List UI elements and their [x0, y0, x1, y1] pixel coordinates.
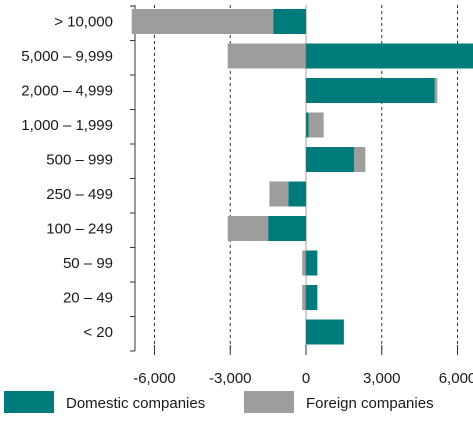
- legend-swatch-foreign: [244, 391, 294, 413]
- bar-foreign: [302, 250, 306, 276]
- category-label: 1,000 – 1,999: [21, 117, 113, 134]
- bar-domestic: [306, 319, 344, 345]
- x-tick-label: -3,000: [209, 370, 252, 387]
- category-label: 2,000 – 4,999: [21, 83, 113, 100]
- bar-domestic: [306, 78, 435, 103]
- x-tick-label: 3,000: [363, 370, 401, 387]
- bar-foreign: [269, 181, 289, 207]
- legend-label-domestic: Domestic companies: [66, 395, 205, 412]
- category-label: 20 – 49: [63, 290, 113, 307]
- bar-domestic: [268, 216, 306, 241]
- bar-domestic: [306, 285, 318, 310]
- bar-foreign: [131, 9, 274, 34]
- category-label: 5,000 – 9,999: [21, 48, 113, 65]
- category-label: 50 – 99: [63, 255, 113, 272]
- bar-domestic: [306, 43, 473, 69]
- bar-foreign: [308, 112, 324, 138]
- bar-domestic: [288, 181, 306, 207]
- bar-foreign: [353, 147, 366, 172]
- legend-label-foreign: Foreign companies: [306, 395, 434, 412]
- bar-domestic: [306, 112, 309, 138]
- category-label: 500 – 999: [46, 152, 113, 169]
- category-label: < 20: [83, 324, 113, 341]
- bar-foreign: [302, 285, 306, 310]
- x-tick-label: 6,000: [439, 370, 473, 387]
- bar-foreign: [227, 43, 306, 69]
- x-tick-label: 0: [302, 370, 310, 387]
- category-label: 250 – 499: [46, 186, 113, 203]
- bar-domestic: [273, 9, 306, 34]
- bar-domestic: [306, 147, 354, 172]
- category-label: 100 – 249: [46, 221, 113, 238]
- bar-domestic: [306, 250, 318, 276]
- x-tick-label: -6,000: [133, 370, 176, 387]
- bar-foreign: [227, 216, 269, 241]
- bar-foreign: [434, 78, 438, 103]
- category-label: > 10,000: [54, 14, 113, 31]
- legend-swatch-domestic: [4, 391, 54, 413]
